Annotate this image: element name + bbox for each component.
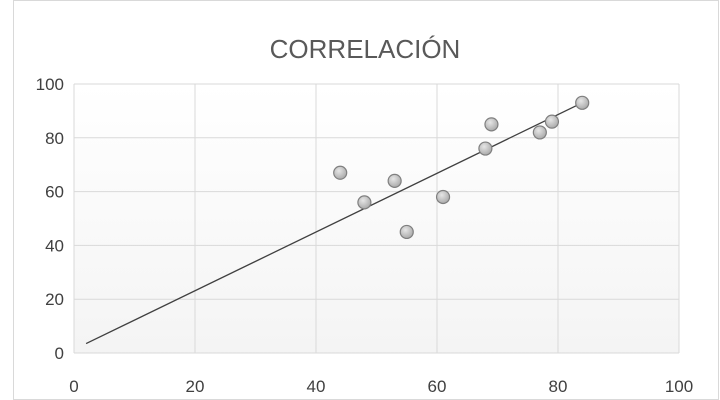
- y-tick-label: 20: [45, 290, 64, 309]
- y-tick-label: 100: [36, 75, 64, 94]
- data-point: [532, 125, 547, 140]
- trendline-layer: [85, 102, 583, 345]
- y-tick-label: 80: [45, 129, 64, 148]
- x-tick-label: 40: [307, 377, 326, 396]
- trendline: [85, 102, 583, 345]
- data-point: [399, 224, 414, 240]
- data-point: [478, 141, 493, 156]
- y-tick-label: 0: [55, 344, 64, 363]
- plot-area: [74, 84, 679, 353]
- data-point: [575, 95, 590, 110]
- y-tick-label: 40: [45, 236, 64, 255]
- data-point: [435, 189, 451, 205]
- data-points: [333, 95, 590, 240]
- x-tick-label: 100: [665, 377, 693, 396]
- data-point: [387, 173, 402, 188]
- axis-tick-labels: 0 20 40 60 80 100 0 20 40 60 80 100: [36, 75, 694, 396]
- data-point: [357, 195, 372, 210]
- data-point: [484, 117, 499, 132]
- data-point: [333, 165, 348, 180]
- chart-title: CORRELACIÓN: [270, 34, 461, 64]
- data-point: [544, 114, 560, 129]
- x-tick-label: 20: [186, 377, 205, 396]
- y-tick-label: 60: [45, 183, 64, 202]
- grid-lines: [73, 83, 680, 354]
- x-tick-label: 60: [428, 377, 447, 396]
- x-tick-label: 0: [69, 377, 78, 396]
- x-tick-label: 80: [549, 377, 568, 396]
